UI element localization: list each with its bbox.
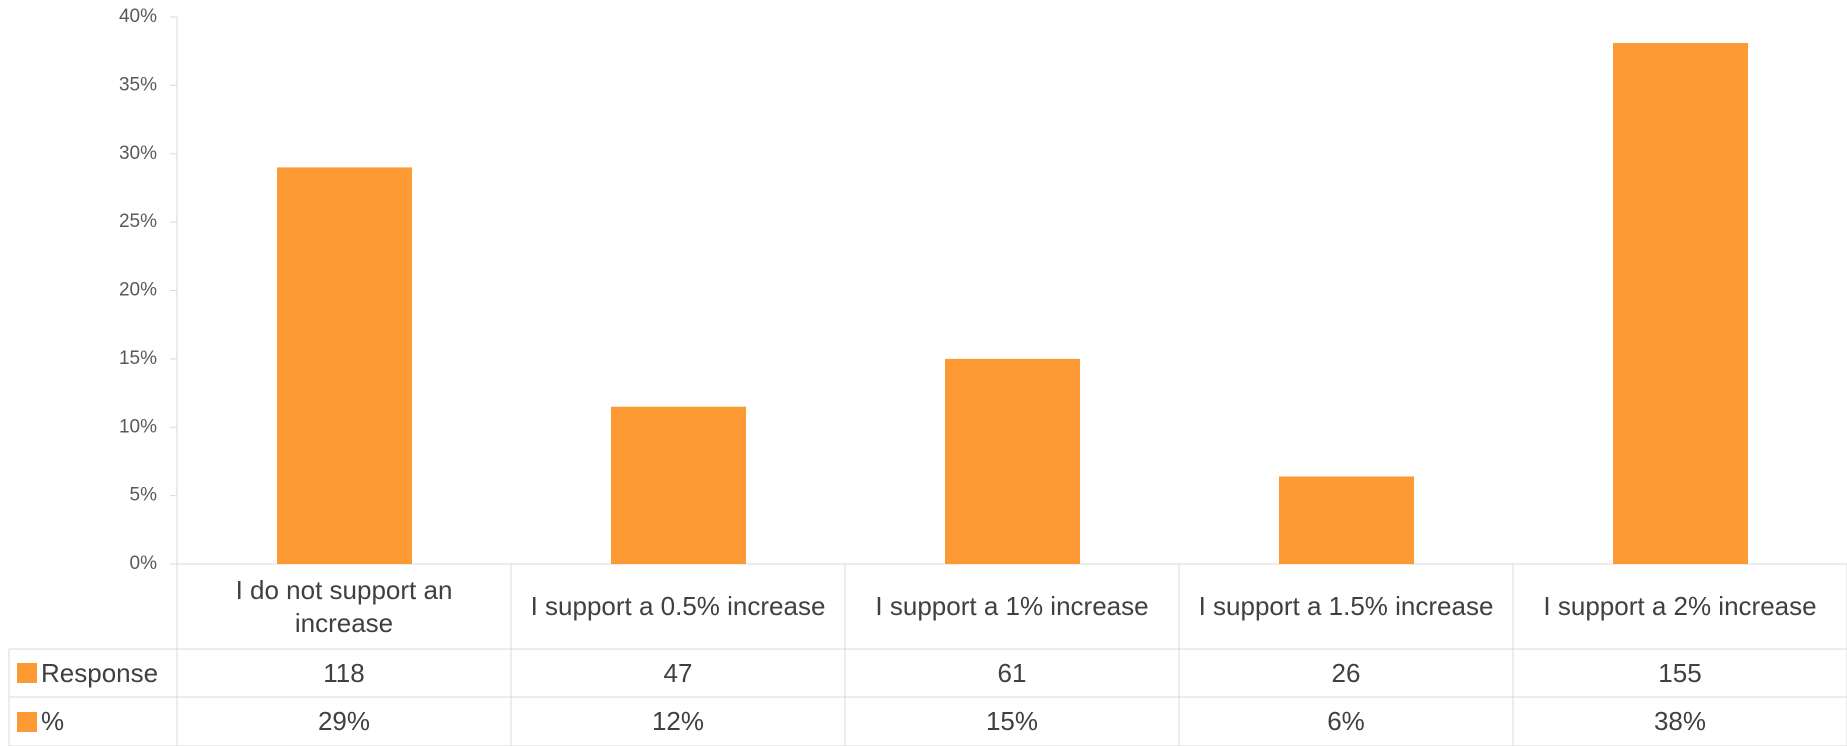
table-value-text: 15%: [985, 706, 1039, 737]
legend-entry: %: [9, 697, 177, 746]
legend-swatch: [17, 663, 37, 683]
table-value: 15%: [845, 697, 1179, 746]
y-tick-label: 30%: [119, 143, 157, 164]
bar: [277, 167, 412, 565]
bar: [611, 406, 746, 564]
table-value-text: 38%: [1653, 706, 1707, 737]
bar: [945, 358, 1080, 564]
category-label-text: I do not support an increase: [235, 575, 453, 638]
y-tick-label: 15%: [119, 348, 157, 369]
table-value-text: 6%: [1327, 706, 1365, 737]
y-tick-label: 35%: [119, 74, 157, 95]
category-label: I do not support an increase: [177, 564, 511, 649]
category-label: I support a 1% increase: [845, 564, 1179, 649]
category-label: I support a 1.5% increase: [1179, 564, 1513, 649]
table-value-text: 26: [1331, 657, 1361, 688]
table-value-text: 118: [323, 657, 365, 688]
table-value-text: 29%: [317, 706, 371, 737]
category-label-text: I support a 1% increase: [875, 591, 1149, 622]
category-label: I support a 0.5% increase: [511, 564, 845, 649]
y-tick-label: 20%: [119, 280, 157, 301]
legend-label: %: [41, 706, 65, 737]
y-tick-label: 0%: [130, 553, 158, 574]
table-value: 12%: [511, 697, 845, 746]
table-value-text: 47: [663, 657, 693, 688]
y-tick-label: 10%: [119, 416, 157, 437]
y-tick-label: 5%: [130, 485, 158, 506]
table-value: 38%: [1513, 697, 1847, 746]
legend-label: Response: [41, 657, 159, 688]
bar: [1613, 42, 1748, 565]
table-value-text: 155: [1658, 657, 1702, 688]
table-value: 26: [1179, 649, 1513, 697]
legend-swatch: [17, 711, 37, 732]
bar: [1279, 476, 1414, 564]
legend-entry: Response: [9, 649, 177, 697]
category-label-text: I support a 2% increase: [1543, 591, 1817, 622]
table-value-text: 12%: [651, 706, 705, 737]
category-label: I support a 2% increase: [1513, 564, 1847, 649]
table-value: 118: [177, 649, 511, 697]
table-value-text: 61: [997, 657, 1027, 688]
table-value: 29%: [177, 697, 511, 746]
table-value: 6%: [1179, 697, 1513, 746]
category-label-text: I support a 0.5% increase: [530, 591, 826, 622]
y-tick-label: 25%: [119, 211, 157, 232]
table-value: 47: [511, 649, 845, 697]
table-value: 155: [1513, 649, 1847, 697]
y-tick-label: 40%: [119, 6, 157, 27]
category-label-text: I support a 1.5% increase: [1198, 591, 1494, 622]
table-value: 61: [845, 649, 1179, 697]
